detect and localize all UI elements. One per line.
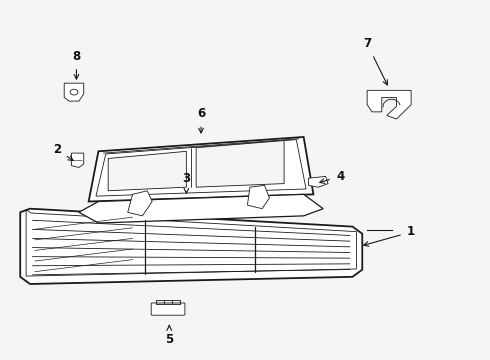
Text: 2: 2: [53, 143, 73, 161]
Polygon shape: [89, 137, 314, 202]
Polygon shape: [20, 209, 362, 284]
Text: 5: 5: [165, 325, 173, 346]
Polygon shape: [79, 194, 323, 223]
Text: 6: 6: [197, 107, 205, 133]
Text: 3: 3: [182, 172, 191, 193]
Text: 4: 4: [319, 170, 344, 183]
Polygon shape: [64, 83, 84, 101]
Text: 8: 8: [73, 50, 80, 79]
Polygon shape: [196, 140, 284, 187]
Polygon shape: [128, 191, 152, 216]
Polygon shape: [72, 153, 84, 167]
FancyBboxPatch shape: [151, 303, 185, 315]
Polygon shape: [247, 185, 270, 209]
Text: 1: 1: [364, 225, 415, 246]
Polygon shape: [108, 151, 186, 191]
Text: 7: 7: [363, 37, 388, 85]
Polygon shape: [367, 90, 411, 119]
Polygon shape: [309, 176, 328, 187]
